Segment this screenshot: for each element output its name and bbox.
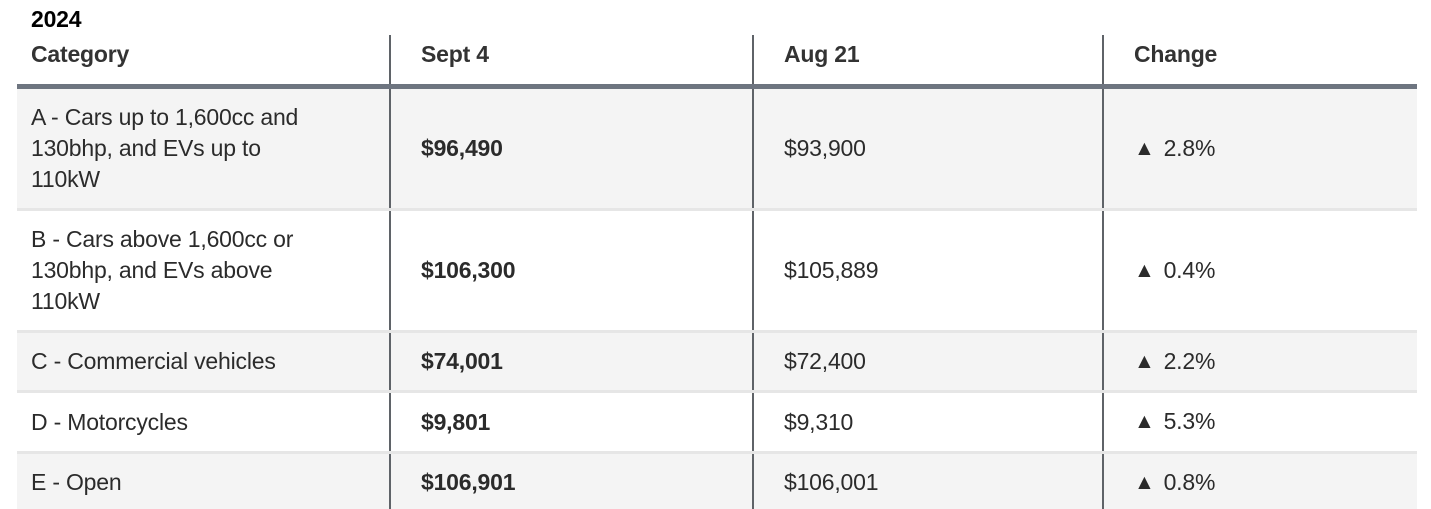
column-header-sept4: Sept 4 [389, 34, 753, 89]
page-title: 2024 [31, 6, 82, 32]
table-body: A - Cars up to 1,600cc and 130bhp, and E… [17, 86, 1417, 509]
table-header: Category Sept 4 Aug 21 Change [17, 34, 1417, 89]
category-label: A - Cars up to 1,600cc and 130bhp, and E… [31, 103, 299, 192]
table-row-category-d: D - Motorcycles $9,801 $9,310 ▲ 5.3% [17, 391, 1417, 453]
up-triangle-icon: ▲ [1134, 136, 1155, 160]
column-header-change: Change [1102, 34, 1417, 89]
aug21-price-cell: $105,889 [752, 209, 1103, 332]
change-value: 2.2% [1163, 348, 1216, 375]
change-value: 5.3% [1163, 408, 1216, 435]
up-triangle-icon: ▲ [1134, 410, 1155, 434]
aug21-price-cell: $72,400 [752, 331, 1103, 392]
aug21-price-cell: $106,001 [752, 452, 1103, 509]
change-cell: ▲ 2.8% [1102, 86, 1417, 210]
category-cell: C - Commercial vehicles [17, 332, 390, 392]
category-cell: E - Open [17, 452, 390, 509]
up-triangle-icon: ▲ [1134, 258, 1155, 282]
change-cell: ▲ 0.4% [1102, 209, 1417, 332]
table-row-category-c: C - Commercial vehicles $74,001 $72,400 … [17, 331, 1417, 392]
table-row-category-e: E - Open $106,901 $106,001 ▲ 0.8% [17, 452, 1417, 509]
category-label: E - Open [31, 468, 122, 495]
category-cell: B - Cars above 1,600cc or 130bhp, and EV… [17, 209, 390, 331]
category-label: D - Motorcycles [31, 408, 188, 435]
up-triangle-icon: ▲ [1134, 470, 1155, 494]
column-header-category: Category [17, 34, 390, 89]
category-label: C - Commercial vehicles [31, 348, 276, 375]
change-value: 2.8% [1163, 134, 1216, 161]
sept4-price-cell: $96,490 [389, 86, 753, 210]
sept4-price-cell: $106,300 [389, 209, 753, 332]
category-cell: D - Motorcycles [17, 392, 390, 452]
change-cell: ▲ 0.8% [1102, 452, 1417, 509]
sept4-price-cell: $9,801 [389, 391, 753, 453]
change-value: 0.4% [1163, 256, 1216, 283]
up-triangle-icon: ▲ [1134, 350, 1155, 374]
change-value: 0.8% [1163, 468, 1216, 495]
table-row-category-b: B - Cars above 1,600cc or 130bhp, and EV… [17, 209, 1417, 332]
coe-price-table: Category Sept 4 Aug 21 Change A - Cars u… [17, 34, 1417, 509]
header-row: Category Sept 4 Aug 21 Change [17, 34, 1417, 89]
category-label: B - Cars above 1,600cc or 130bhp, and EV… [31, 225, 294, 314]
sept4-price-cell: $106,901 [389, 452, 753, 509]
change-cell: ▲ 2.2% [1102, 331, 1417, 392]
aug21-price-cell: $93,900 [752, 86, 1103, 210]
sept4-price-cell: $74,001 [389, 331, 753, 392]
table-row-category-a: A - Cars up to 1,600cc and 130bhp, and E… [17, 86, 1417, 210]
category-cell: A - Cars up to 1,600cc and 130bhp, and E… [17, 86, 390, 209]
change-cell: ▲ 5.3% [1102, 391, 1417, 453]
column-header-aug21: Aug 21 [752, 34, 1103, 89]
aug21-price-cell: $9,310 [752, 391, 1103, 453]
